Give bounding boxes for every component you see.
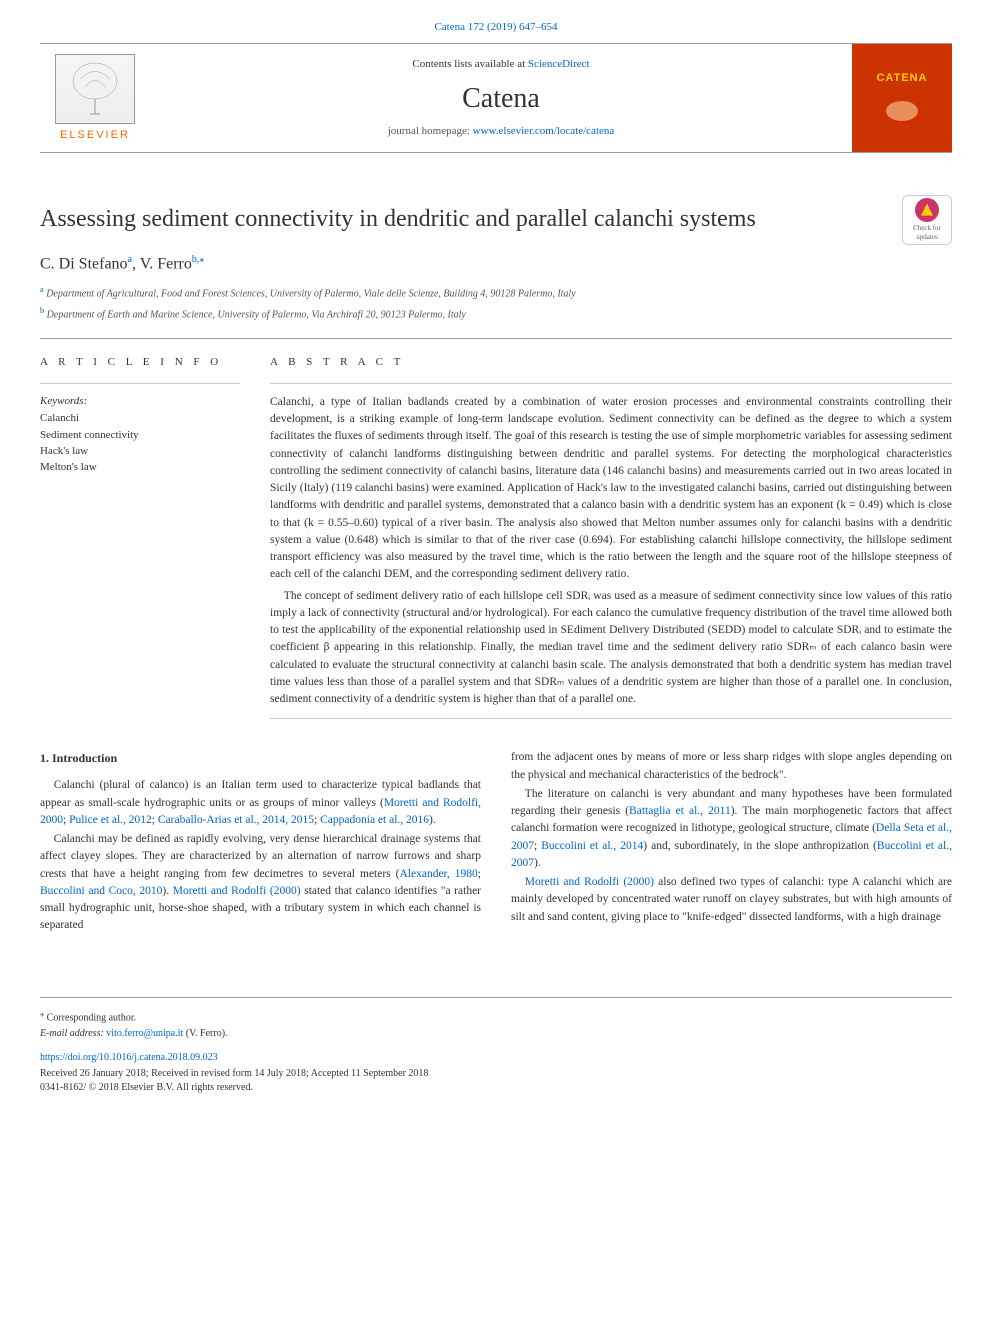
journal-reference: Catena 172 (2019) 647–654 — [40, 20, 952, 35]
intro-p2: Calanchi may be defined as rapidly evolv… — [40, 831, 481, 935]
body-col-right: from the adjacent ones by means of more … — [511, 749, 952, 936]
ref-caraballo[interactable]: Caraballo-Arias et al., 2014, 2015 — [158, 814, 314, 826]
ref-buccolini-2014[interactable]: Buccolini et al., 2014 — [541, 840, 643, 852]
intro-p1-tail: ). — [429, 814, 436, 826]
homepage-prefix: journal homepage: — [388, 125, 473, 137]
article-info-column: A R T I C L E I N F O Keywords: Calanchi… — [40, 355, 240, 719]
affil-sup-b: b — [40, 306, 44, 315]
abstract-p1: Calanchi, a type of Italian badlands cre… — [270, 394, 952, 584]
abstract-divider — [270, 383, 952, 384]
ref-moretti-2000-b[interactable]: Moretti and Rodolfi (2000) — [173, 885, 301, 897]
journal-name: Catena — [462, 79, 540, 118]
corresp-text: Corresponding author. — [47, 1012, 136, 1023]
body-col-left: 1. Introduction Calanchi (plural of cala… — [40, 749, 481, 936]
keyword-4: Melton's law — [40, 460, 240, 475]
elsevier-tree-icon — [55, 54, 135, 124]
check-updates-label: Check for updates — [903, 224, 951, 244]
intro-p1: Calanchi (plural of calanco) is an Itali… — [40, 777, 481, 829]
received-line: Received 26 January 2018; Received in re… — [40, 1067, 952, 1081]
intro-p4-mid2: ) and, subordinately, in the slope anthr… — [643, 840, 877, 852]
abstract-heading: A B S T R A C T — [270, 355, 952, 370]
abstract-text: Calanchi, a type of Italian badlands cre… — [270, 394, 952, 709]
info-divider — [40, 383, 240, 384]
keywords-label: Keywords: — [40, 394, 240, 409]
elsevier-logo[interactable]: ELSEVIER — [40, 44, 150, 152]
author-2-corresp[interactable]: ⁎ — [199, 254, 204, 265]
divider-1 — [40, 338, 952, 339]
title-block: Check for updates Assessing sediment con… — [40, 203, 952, 322]
check-updates-icon — [915, 198, 939, 222]
intro-p3: from the adjacent ones by means of more … — [511, 749, 952, 784]
issn-line: 0341-8162/ © 2018 Elsevier B.V. All righ… — [40, 1081, 952, 1095]
contents-line: Contents lists available at ScienceDirec… — [412, 57, 589, 72]
abstract-column: A B S T R A C T Calanchi, a type of Ital… — [270, 355, 952, 719]
homepage-line: journal homepage: www.elsevier.com/locat… — [388, 124, 615, 139]
body-columns: 1. Introduction Calanchi (plural of cala… — [40, 749, 952, 936]
ref-battaglia[interactable]: Battaglia et al., 2011 — [629, 805, 731, 817]
email-line: E-mail address: vito.ferro@unipa.it (V. … — [40, 1027, 952, 1041]
intro-p2-mid: ). — [162, 885, 172, 897]
doi-link[interactable]: https://doi.org/10.1016/j.catena.2018.09… — [40, 1051, 952, 1065]
ref-buccolini-2010[interactable]: Buccolini and Coco, 2010 — [40, 885, 162, 897]
article-info-heading: A R T I C L E I N F O — [40, 355, 240, 370]
ref-moretti-2000-c[interactable]: Moretti and Rodolfi (2000) — [525, 876, 654, 888]
abstract-p2: The concept of sediment delivery ratio o… — [270, 588, 952, 709]
elsevier-text: ELSEVIER — [60, 128, 130, 143]
affil-text-b: Department of Earth and Marine Science, … — [47, 309, 466, 320]
journal-ref-link[interactable]: Catena 172 (2019) 647–654 — [434, 21, 557, 33]
contents-prefix: Contents lists available at — [412, 58, 527, 70]
article-title: Assessing sediment connectivity in dendr… — [40, 203, 952, 237]
header-bar: ELSEVIER Contents lists available at Sci… — [40, 43, 952, 153]
keyword-2: Sediment connectivity — [40, 428, 240, 443]
email-label: E-mail address: — [40, 1028, 106, 1039]
intro-p4: The literature on calanchi is very abund… — [511, 786, 952, 872]
email-link[interactable]: vito.ferro@unipa.it — [106, 1028, 183, 1039]
corresp-marker: ⁎ — [40, 1009, 44, 1018]
ref-pulice-2012[interactable]: Pulice et al., 2012 — [69, 814, 152, 826]
intro-p4-tail: ). — [534, 857, 541, 869]
sciencedirect-link[interactable]: ScienceDirect — [528, 58, 590, 70]
author-2[interactable]: V. Ferro — [140, 255, 192, 272]
keyword-1: Calanchi — [40, 411, 240, 426]
authors: C. Di Stefanoa, V. Ferrob,⁎ — [40, 253, 952, 276]
catena-cover-title: CATENA — [876, 71, 927, 86]
corresponding-author: ⁎ Corresponding author. — [40, 1008, 952, 1025]
affil-text-a: Department of Agricultural, Food and For… — [46, 288, 575, 299]
catena-cover-thumbnail[interactable]: CATENA — [852, 44, 952, 152]
keyword-3: Hack's law — [40, 444, 240, 459]
check-updates-badge[interactable]: Check for updates — [902, 195, 952, 245]
author-1[interactable]: C. Di Stefano — [40, 255, 128, 272]
intro-heading: 1. Introduction — [40, 749, 481, 767]
intro-p5: Moretti and Rodolfi (2000) also defined … — [511, 874, 952, 926]
abstract-divider-btm — [270, 718, 952, 719]
affiliation-b: b Department of Earth and Marine Science… — [40, 305, 952, 322]
author-1-affil[interactable]: a — [128, 254, 132, 265]
ref-alexander[interactable]: Alexander, 1980 — [399, 868, 477, 880]
affil-sup-a: a — [40, 285, 44, 294]
header-center: Contents lists available at ScienceDirec… — [150, 44, 852, 152]
affiliation-a: a Department of Agricultural, Food and F… — [40, 284, 952, 301]
ref-cappadonia[interactable]: Cappadonia et al., 2016 — [320, 814, 429, 826]
info-abstract-row: A R T I C L E I N F O Keywords: Calanchi… — [40, 355, 952, 719]
email-name: (V. Ferro). — [183, 1028, 227, 1039]
homepage-link[interactable]: www.elsevier.com/locate/catena — [473, 125, 615, 137]
footer-block: ⁎ Corresponding author. E-mail address: … — [40, 997, 952, 1095]
